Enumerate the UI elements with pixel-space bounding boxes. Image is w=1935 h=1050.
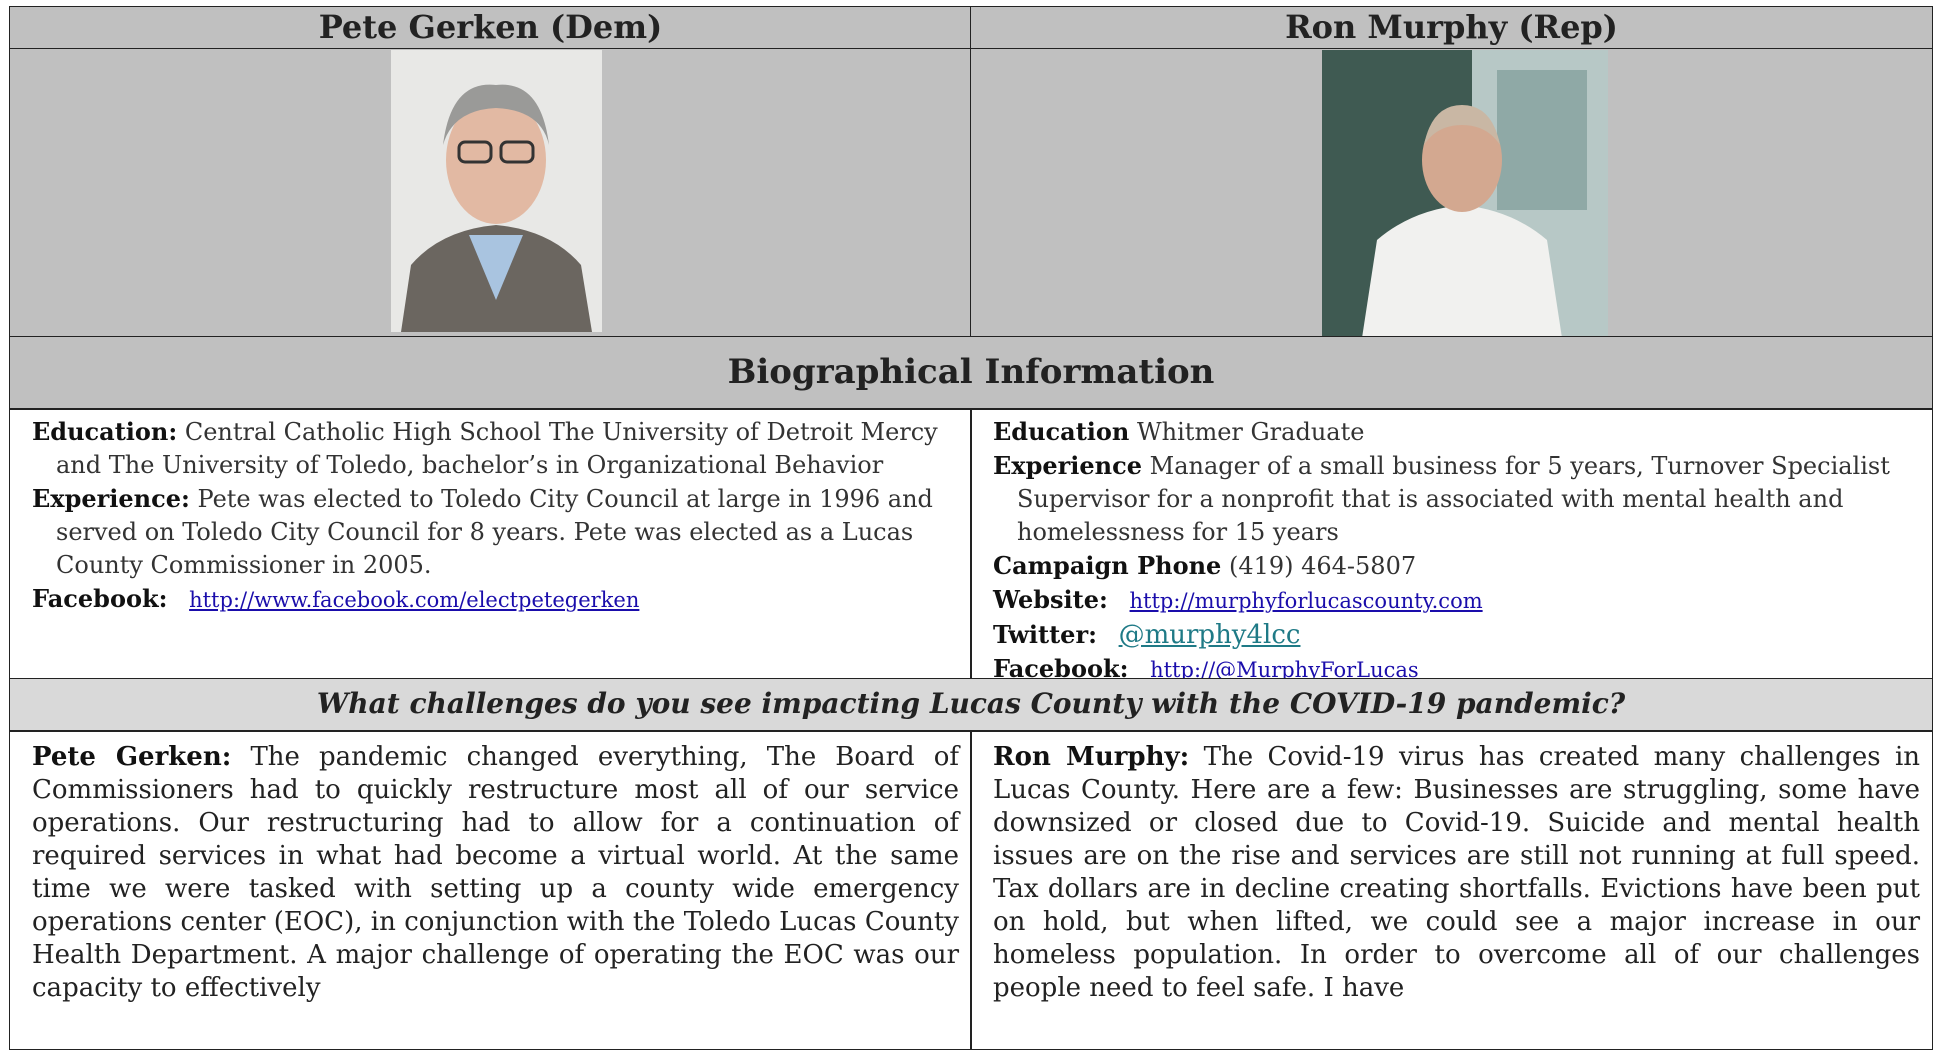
section-heading: Biographical Information — [9, 336, 1933, 410]
answer-text: The Covid-19 virus has created many chal… — [993, 742, 1921, 1003]
answer-text: The pandemic changed everything, The Boa… — [32, 742, 960, 1003]
question: What challenges do you see impacting Luc… — [9, 678, 1933, 732]
bio-entry: Website: http://murphyforlucascounty.com — [993, 583, 1920, 618]
bio-text: Central Catholic High School The Univers… — [56, 418, 938, 479]
bio-link[interactable]: http://www.facebook.com/electpetegerken — [189, 588, 640, 612]
bio-link[interactable]: http://@MurphyForLucas — [1150, 658, 1419, 680]
answer-cell: Ron Murphy: The Covid-19 virus has creat… — [970, 730, 1933, 1050]
bio-label: Experience: — [32, 484, 190, 513]
bio-entry: Twitter: @murphy4lcc — [993, 618, 1920, 652]
bio-cell: Education Whitmer Graduate Experience Man… — [970, 408, 1933, 680]
bio-entry: Experience Manager of a small business f… — [993, 449, 1920, 549]
bio-text: Manager of a small business for 5 years,… — [1017, 452, 1890, 546]
bio-label: Campaign Phone — [993, 551, 1222, 580]
candidate-photo — [1322, 50, 1608, 337]
bio-label: Experience — [993, 451, 1143, 480]
bio-entry: Education Whitmer Graduate — [993, 415, 1920, 449]
bio-label: Facebook: — [32, 584, 168, 613]
voter-guide: Pete Gerken (Dem) Ron Murphy (Rep) Biogr… — [9, 6, 1933, 1050]
bio-entry: Facebook: http://@MurphyForLucas — [993, 652, 1920, 680]
twitter-handle[interactable]: @murphy4lcc — [1118, 620, 1301, 650]
bio-entry: Campaign Phone (419) 464-5807 — [993, 549, 1920, 583]
bio-text: Whitmer Graduate — [1137, 418, 1365, 446]
bio-label: Education: — [32, 417, 178, 446]
answer-label: Ron Murphy: — [993, 742, 1190, 772]
bio-cell: Education: Central Catholic High School … — [9, 408, 972, 680]
bio-entry: Experience: Pete was elected to Toledo C… — [32, 482, 959, 582]
bio-entry: Facebook: http://www.facebook.com/electp… — [32, 582, 959, 617]
candidate-photo — [391, 50, 602, 332]
bio-label: Website: — [993, 585, 1108, 614]
photo-cell — [970, 48, 1933, 338]
bio-label: Education — [993, 417, 1130, 446]
candidate-name: Pete Gerken (Dem) — [9, 6, 972, 50]
answer-cell: Pete Gerken: The pandemic changed everyt… — [9, 730, 972, 1050]
photo-cell — [9, 48, 972, 338]
bio-entry: Education: Central Catholic High School … — [32, 415, 959, 482]
bio-text: Pete was elected to Toledo City Council … — [56, 485, 933, 579]
bio-text: (419) 464-5807 — [1228, 552, 1417, 580]
candidate-name: Ron Murphy (Rep) — [970, 6, 1933, 50]
bio-label: Facebook: — [993, 654, 1129, 680]
answer-label: Pete Gerken: — [32, 742, 232, 772]
bio-label: Twitter: — [993, 620, 1097, 649]
bio-link[interactable]: http://murphyforlucascounty.com — [1129, 589, 1483, 613]
